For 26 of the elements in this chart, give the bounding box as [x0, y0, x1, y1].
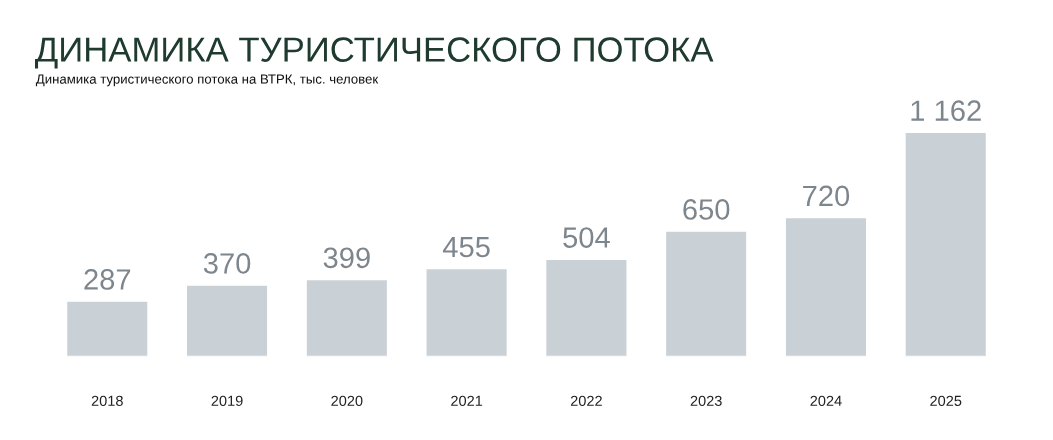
- bar: [904, 131, 988, 357]
- x-tick-label: 2025: [930, 395, 962, 406]
- bar: [664, 230, 748, 357]
- data-label: 504: [563, 227, 610, 248]
- x-tick-label: 2023: [690, 395, 722, 406]
- chart-title: ДИНАМИКА ТУРИСТИЧЕСКОГО ПОТОКА: [35, 37, 714, 69]
- bar: [305, 278, 389, 357]
- x-tick-label: 2024: [810, 395, 842, 406]
- data-label: 399: [323, 247, 370, 269]
- bar: [425, 267, 509, 357]
- x-tick-label: 2019: [211, 395, 243, 406]
- x-tick-label: 2021: [451, 395, 483, 406]
- x-tick-label: 2020: [331, 395, 363, 406]
- bar: [65, 300, 149, 357]
- data-label: 370: [203, 253, 251, 274]
- data-label: 650: [683, 199, 730, 220]
- data-label: 720: [803, 185, 850, 207]
- bar: [544, 258, 628, 357]
- bar: [185, 284, 269, 357]
- chart-subtitle: Динамика туристического потока на ВТРК, тыс. человек: [35, 74, 379, 87]
- x-tick-label: 2018: [91, 395, 123, 406]
- data-label: 1 162: [911, 100, 981, 122]
- data-label: 287: [84, 269, 131, 290]
- data-label: 455: [442, 236, 490, 258]
- bar: [784, 216, 868, 357]
- x-tick-label: 2022: [570, 395, 602, 406]
